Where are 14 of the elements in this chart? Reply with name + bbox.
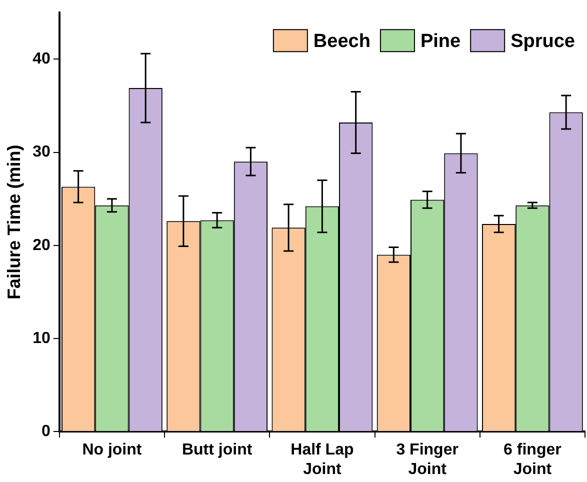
y-axis-title: Failure Time (min) <box>4 144 24 300</box>
y-tick-label: 10 <box>32 330 50 347</box>
x-tick-label: 3 Finger Joint <box>396 442 458 478</box>
y-tick-label: 40 <box>32 50 50 68</box>
x-tick-label: 6 finger Joint <box>504 442 562 478</box>
y-tick-label: 30 <box>32 144 50 161</box>
legend-label: Spruce <box>510 30 576 52</box>
y-tick-label: 0 <box>41 423 50 440</box>
legend-label: Pine <box>420 30 461 52</box>
legend-label: Beech <box>313 30 370 52</box>
x-tick-label: No joint <box>82 442 142 459</box>
x-tick-label: Half Lap Joint <box>290 442 354 478</box>
y-tick-label: 20 <box>32 236 50 254</box>
x-tick-label: Butt joint <box>182 442 253 459</box>
